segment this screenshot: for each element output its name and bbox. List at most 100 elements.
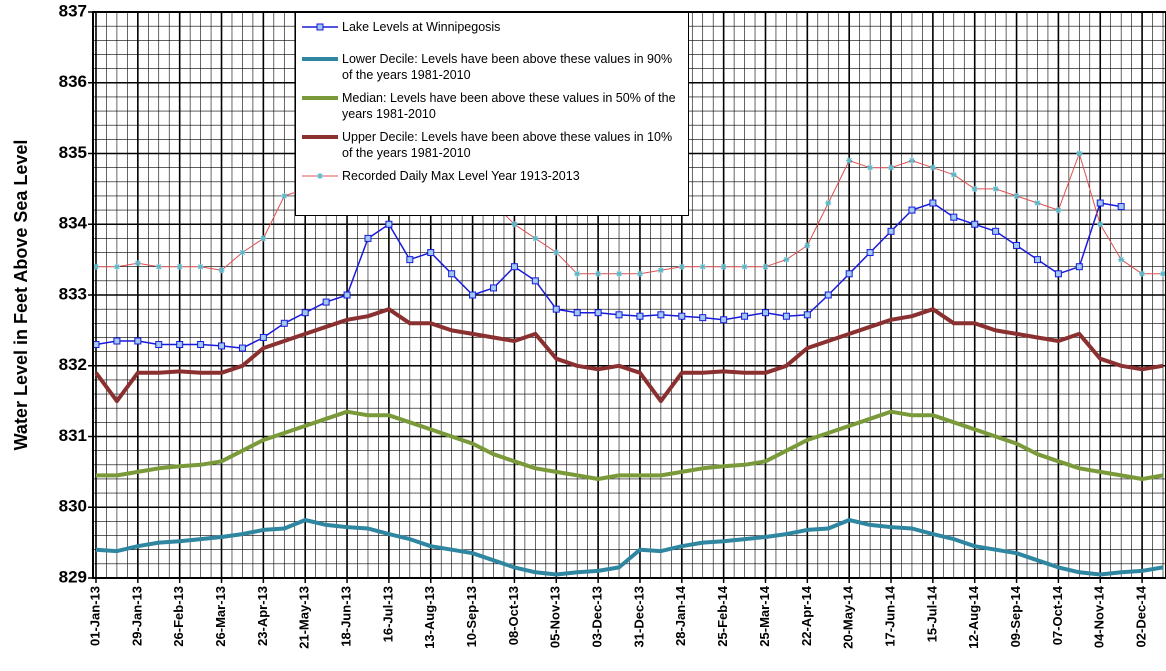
marker	[510, 263, 518, 271]
marker	[867, 164, 874, 171]
marker	[699, 314, 707, 322]
legend-marker	[316, 23, 324, 31]
legend-swatch	[302, 135, 338, 139]
marker	[741, 263, 748, 270]
marker	[553, 249, 560, 256]
series-line	[96, 153, 1163, 275]
marker	[971, 220, 979, 228]
marker	[1139, 270, 1146, 277]
marker	[762, 263, 769, 270]
legend-label: Lower Decile: Levels have been above the…	[342, 52, 673, 82]
x-tick-label: 25-Feb-14	[715, 585, 730, 646]
marker	[322, 298, 330, 306]
marker	[259, 333, 267, 341]
marker	[511, 221, 518, 228]
marker	[950, 213, 958, 221]
x-tick-label: 03-Dec-13	[590, 586, 605, 647]
marker	[845, 270, 853, 278]
legend-marker	[317, 173, 323, 179]
marker	[929, 199, 937, 207]
marker	[364, 234, 372, 242]
marker	[490, 284, 498, 292]
marker	[678, 312, 686, 320]
x-tick-label: 10-Sep-13	[464, 586, 479, 647]
marker	[280, 319, 288, 327]
marker	[908, 157, 915, 164]
x-tick-label: 02-Dec-14	[1134, 585, 1149, 647]
marker	[1055, 207, 1062, 214]
marker	[197, 341, 205, 349]
legend-item: Upper Decile: Levels have been above the…	[302, 129, 682, 161]
x-tick-label: 26-Mar-13	[213, 586, 228, 647]
x-tick-label: 13-Aug-13	[422, 586, 437, 649]
x-tick-label: 29-Jan-13	[129, 586, 144, 646]
legend-label: Lake Levels at Winnipegosis	[342, 20, 501, 34]
marker	[1054, 270, 1062, 278]
marker	[573, 309, 581, 317]
marker	[1118, 256, 1125, 263]
y-tick-label: 835	[59, 143, 87, 162]
marker	[1117, 203, 1125, 211]
y-tick-label: 837	[59, 1, 87, 20]
y-tick-label: 830	[59, 497, 87, 516]
legend-label: Recorded Daily Max Level Year 1913-2013	[342, 169, 580, 183]
marker	[218, 267, 225, 274]
marker	[782, 312, 790, 320]
marker	[678, 263, 685, 270]
x-tick-label: 26-Feb-13	[171, 586, 186, 647]
x-tick-label: 25-Mar-14	[757, 585, 772, 646]
marker	[93, 263, 99, 270]
marker	[657, 311, 665, 319]
x-tick-label: 17-Jun-14	[882, 585, 897, 646]
x-tick-label: 15-Jul-14	[924, 585, 939, 642]
x-tick-label: 07-Oct-14	[1050, 585, 1065, 645]
marker	[783, 256, 790, 263]
marker	[134, 260, 141, 267]
x-tick-label: 23-Apr-13	[255, 586, 270, 646]
marker	[1160, 270, 1166, 277]
x-tick-label: 21-May-13	[297, 586, 312, 649]
series-line	[96, 409, 1164, 481]
marker	[594, 309, 602, 317]
marker	[155, 341, 163, 349]
legend-label: Upper Decile: Levels have been above the…	[342, 130, 673, 160]
marker	[929, 164, 936, 171]
marker	[825, 200, 832, 207]
series-line	[95, 518, 1164, 577]
legend: Lake Levels at Winnipegosis Lower Decile:…	[295, 12, 689, 216]
marker	[804, 242, 811, 249]
marker	[971, 185, 978, 192]
marker	[281, 192, 288, 199]
marker	[908, 206, 916, 214]
x-tick-label: 22-Apr-14	[799, 585, 814, 646]
y-tick-label: 836	[59, 72, 87, 91]
marker	[448, 270, 456, 278]
x-tick-label: 31-Dec-13	[631, 586, 646, 647]
marker	[636, 312, 644, 320]
marker	[803, 311, 811, 319]
marker	[846, 157, 853, 164]
x-tick-label: 05-Nov-13	[548, 586, 563, 648]
marker	[761, 309, 769, 317]
marker	[197, 263, 204, 270]
x-tick-label: 08-Oct-13	[506, 586, 521, 645]
marker	[260, 235, 267, 242]
x-tick-label: 04-Nov-14	[1092, 585, 1107, 648]
y-tick-label: 831	[59, 426, 87, 445]
marker	[888, 164, 895, 171]
marker	[427, 249, 435, 257]
y-tick-label: 834	[59, 214, 88, 233]
y-tick-label: 832	[59, 355, 87, 374]
x-tick-label: 01-Jan-13	[87, 586, 102, 646]
marker	[406, 256, 414, 264]
legend-item: Recorded Daily Max Level Year 1913-2013	[302, 168, 682, 184]
marker	[887, 227, 895, 235]
marker	[385, 220, 393, 228]
marker	[720, 316, 728, 324]
marker	[531, 277, 539, 285]
marker	[616, 270, 623, 277]
marker	[741, 312, 749, 320]
marker	[239, 249, 246, 256]
marker	[720, 263, 727, 270]
